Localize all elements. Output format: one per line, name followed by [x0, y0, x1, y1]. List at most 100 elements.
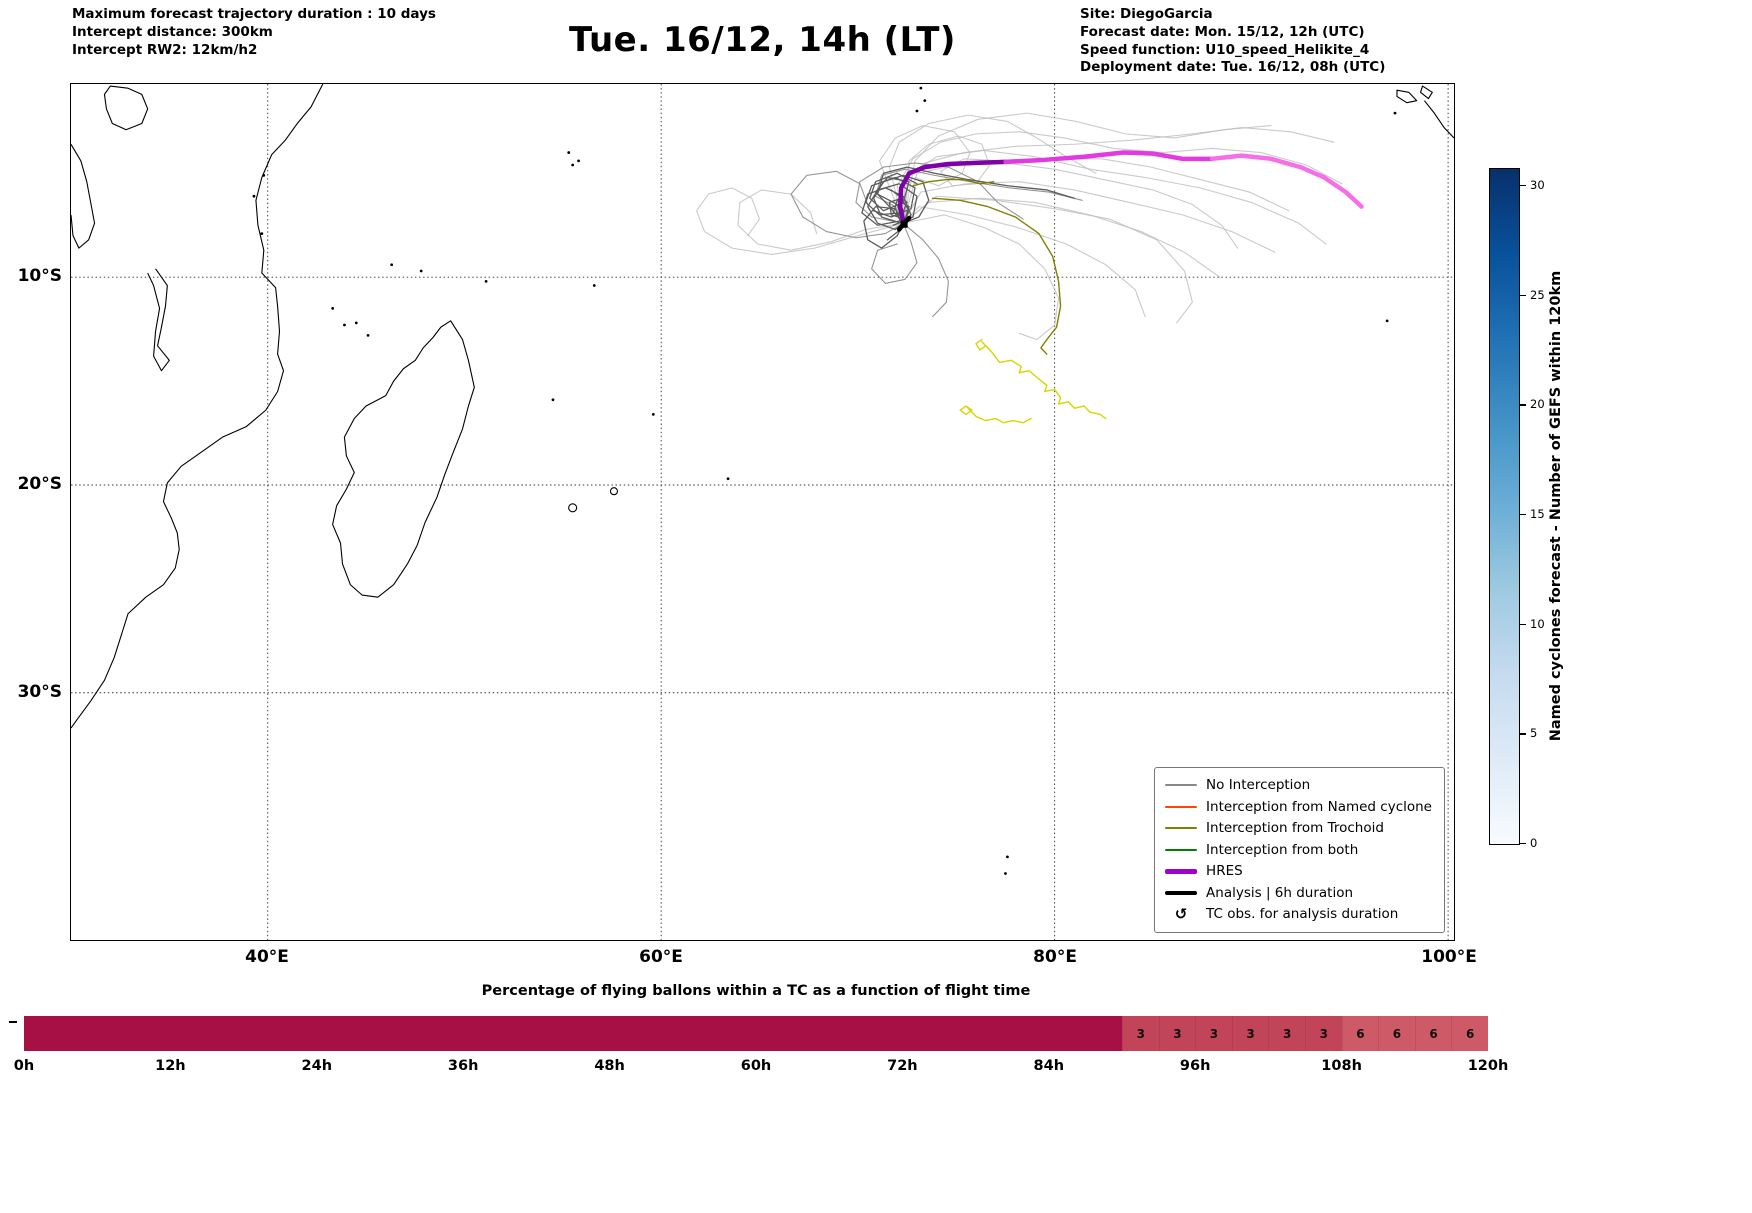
legend-row: Interception from Trochoid: [1165, 818, 1432, 840]
trajectory-gefs-d5: [872, 174, 930, 224]
colorbar-ticks: 0 5 10 15 20 25 30: [1520, 168, 1580, 850]
timeline-tick-label: 120h: [1467, 1058, 1509, 1074]
coastline-siberut-island: [1419, 85, 1433, 100]
island-dot: [419, 269, 423, 273]
trajectory-gefs-l4: [902, 197, 1221, 278]
island-dot: [726, 477, 730, 481]
legend-label: Interception from both: [1206, 841, 1359, 858]
legend-row: HRES: [1165, 861, 1432, 883]
coastline-lake-victoria: [103, 85, 149, 131]
colorbar-tick-label: 10: [1530, 616, 1545, 631]
island-ring: [609, 487, 619, 496]
trajectory-gefs-l6: [888, 114, 1097, 224]
trajectory-hres-end: [1209, 153, 1364, 209]
timeline-chart-title: Percentage of flying ballons within a TC…: [481, 983, 1031, 999]
trajectory-gefs-m4: [790, 170, 904, 239]
island-dot: [1004, 872, 1007, 875]
page-title: Tue. 16/12, 14h (LT): [569, 20, 956, 60]
trajectory-gefs-l5: [902, 112, 1272, 224]
y-axis-tick-label: 20°S: [17, 473, 62, 494]
legend-line: [1165, 890, 1198, 895]
colorbar-tick-label: 0: [1530, 835, 1538, 850]
trajectory-gefs-l8: [737, 189, 904, 251]
trajectory-gefs-l10: [902, 135, 1290, 224]
island-dot: [1393, 111, 1397, 115]
tc-percentage-segment: 6: [1341, 1016, 1379, 1051]
coastline-lake-tanganyika: [71, 143, 96, 249]
island-dot: [252, 194, 256, 198]
trajectory-gefs-l14: [902, 162, 1239, 249]
x-axis-tick-label: 40°E: [245, 947, 289, 967]
trajectory-trochoid-olive-short: [912, 178, 995, 187]
colorbar-tick-mark: [1520, 184, 1526, 187]
timeline-tick-label: 36h: [447, 1058, 479, 1074]
timeline-tick-label: 84h: [1033, 1058, 1065, 1074]
colorbar-tick-mark: [1520, 623, 1526, 625]
legend-label: Interception from Trochoid: [1206, 820, 1384, 837]
colorbar-label: Named cyclones forecast - Number of GEFS…: [1548, 270, 1564, 742]
trajectory-gefs-m1: [875, 168, 1083, 224]
legend-line-swatch: [1165, 848, 1198, 851]
timeline-tick-label: 108h: [1321, 1058, 1362, 1074]
island-dot: [919, 86, 923, 90]
trajectory-gefs-l15: [696, 187, 904, 255]
forecast-date-text: Forecast date: Mon. 15/12, 12h (UTC): [1080, 23, 1365, 40]
timeline-tick-label: 48h: [594, 1058, 625, 1074]
legend-line-swatch: [1165, 869, 1198, 874]
deployment-site-marker: [900, 220, 908, 228]
colorbar-tick-mark: [1520, 842, 1526, 845]
tc-percentage-segment: 6: [1414, 1016, 1452, 1051]
x-axis-tick-label: 80°E: [1033, 947, 1077, 967]
tc-percentage-segment: 3: [1158, 1016, 1196, 1051]
legend-line-swatch: [1165, 890, 1198, 895]
x-axis-tick-label: 100°E: [1421, 947, 1477, 967]
legend-line: [1165, 805, 1198, 808]
island-dot: [366, 334, 370, 337]
island-dot: [262, 174, 266, 177]
trajectory-gefs-l3: [902, 181, 1276, 253]
coastline-madagascar: [332, 320, 475, 598]
tc-percentage-segment: 6: [1451, 1016, 1488, 1051]
legend-line: [1165, 848, 1198, 851]
legend-line-swatch: [1165, 784, 1198, 787]
speed-function-text: Speed function: U10_speed_Helikite_4: [1080, 41, 1370, 58]
timeline-tick-label: 96h: [1179, 1058, 1211, 1074]
site-info-block: Site: DiegoGarcia Forecast date: Mon. 15…: [1080, 6, 1385, 77]
legend-label: No Interception: [1206, 777, 1311, 794]
legend-items: No Interception Interception from Named c…: [1165, 775, 1432, 926]
colorbar-tick-mark: [1520, 733, 1526, 735]
trajectory-gefs-m3: [871, 222, 918, 284]
island-dot: [260, 232, 264, 235]
trajectory-gefs-m5: [902, 222, 949, 318]
tc-percentage-segment: 6: [1378, 1016, 1415, 1051]
island-ring: [568, 503, 578, 513]
legend-label: Interception from Named cyclone: [1206, 798, 1432, 815]
timeline-tick-label: 24h: [301, 1058, 333, 1074]
trajectory-hres-mid: [1003, 150, 1215, 165]
x-axis-tick-label: 60°E: [639, 947, 683, 967]
intercept-distance-text: Intercept distance: 300km: [72, 23, 273, 40]
trajectory-gefs-l13: [902, 127, 1335, 224]
legend-row: No Interception: [1165, 775, 1432, 797]
trajectory-gefs-l2: [902, 149, 1327, 245]
coastline-sumatra-coast: [1424, 100, 1454, 139]
colorbar-tick-label: 15: [1530, 506, 1545, 521]
island-dot: [923, 99, 927, 103]
island-dot: [915, 109, 919, 113]
island-dot: [343, 323, 346, 327]
trajectory-trochoid-yellow-2: [959, 405, 1032, 424]
intercept-rw2-text: Intercept RW2: 12km/h2: [72, 41, 258, 58]
colorbar-tick-label: 5: [1530, 726, 1538, 741]
island-dot: [1006, 855, 1009, 859]
legend-row: Interception from both: [1165, 839, 1432, 861]
timeline-tick-label: 12h: [155, 1058, 186, 1074]
island-dot: [1385, 319, 1389, 323]
island-dot: [390, 263, 394, 267]
trajectory-gefs-l12: [902, 206, 1146, 318]
legend-line: [1165, 869, 1198, 874]
colorbar-tick-label: 20: [1530, 397, 1545, 412]
coastline-nias-island: [1396, 89, 1418, 104]
trajectory-gefs-l9: [878, 125, 971, 224]
trajectory-trochoid-yellow-1: [975, 338, 1107, 420]
